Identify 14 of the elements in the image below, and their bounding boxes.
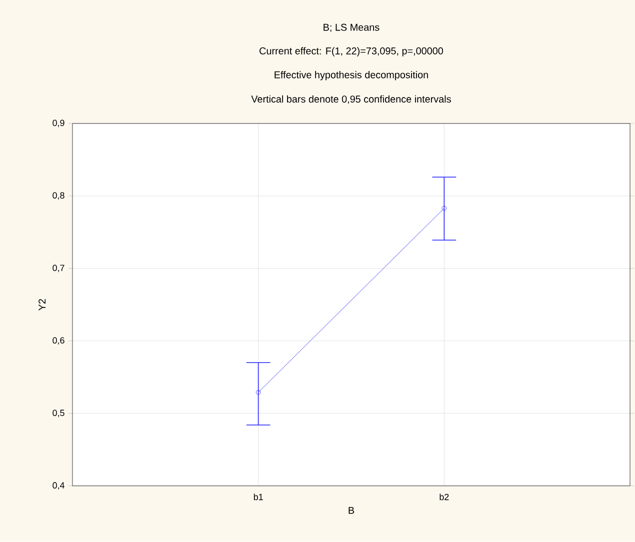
x-tick-label: b2 [440, 494, 449, 500]
y-tick-label: 0,5 [52, 410, 64, 418]
y-tick-label: 0,4 [52, 482, 64, 490]
x-axis-title: B [348, 507, 354, 514]
y-tick-label: 0,6 [52, 337, 64, 345]
y-tick-label: 0,7 [52, 264, 64, 272]
y-axis-title: Y2 [38, 299, 46, 311]
chart-title: B; LS Means [324, 24, 380, 32]
y-tick-label: 0,8 [52, 192, 64, 200]
y-tick-label: 0,9 [52, 120, 64, 128]
text: Effective hypothesis decomposition [274, 71, 428, 80]
text: Vertical bars denote 0,95 confidence intervals [251, 96, 451, 104]
chart-subtitle: Current effect: F(1, 22)=73,095, p=,00000 [260, 47, 444, 57]
x-tick-label: b1 [254, 494, 263, 500]
